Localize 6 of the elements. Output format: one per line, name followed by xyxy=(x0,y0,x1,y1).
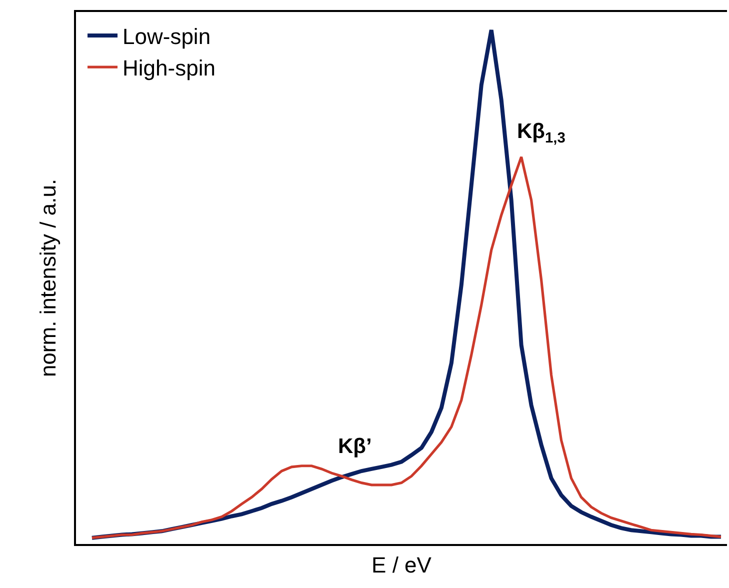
legend-label: Low-spin xyxy=(122,24,211,50)
annotation: Kβ’ xyxy=(338,435,372,458)
x-axis-title: E / eV xyxy=(372,552,432,578)
legend-label: High-spin xyxy=(122,56,216,81)
annotation: Kβ$_{1,3}$ xyxy=(517,120,566,146)
y-axis-title: norm. intensity / a.u. xyxy=(35,178,60,378)
